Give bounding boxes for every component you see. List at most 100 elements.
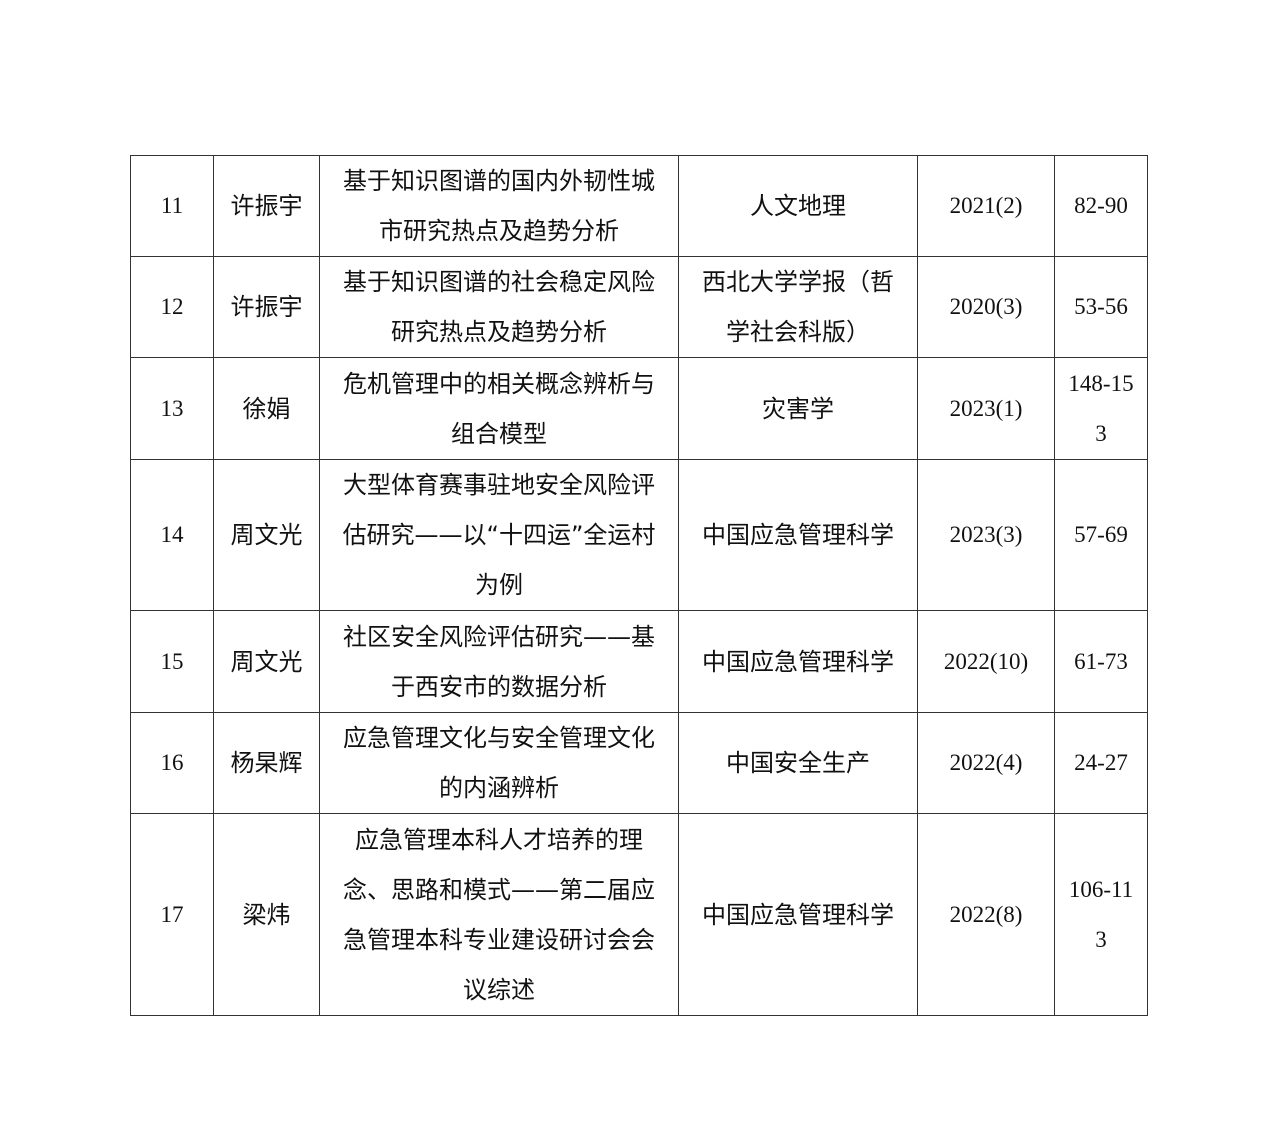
pages: 148-153 [1068, 370, 1134, 446]
journal-line: 中国安全生产 [726, 749, 870, 777]
issue: 2022(4) [949, 750, 1023, 775]
row-number-cell: 11 [130, 155, 214, 257]
title-line: 估研究——以“十四运”全运村 [342, 521, 656, 549]
title-line: 基于知识图谱的国内外韧性城 [343, 167, 655, 195]
pages-cell: 24-27 [1054, 712, 1148, 814]
table-row: 16 杨杲辉 应急管理文化与安全管理文化 的内涵辨析 中国安全生产 2022(4) 24-2… [130, 712, 1148, 814]
issue: 2020(3) [949, 294, 1023, 319]
journal-line: 人文地理 [750, 192, 846, 220]
title-line: 应急管理文化与安全管理文化 [343, 724, 655, 752]
journal-line: 中国应急管理科学 [702, 900, 894, 929]
row-number-cell: 13 [130, 357, 214, 460]
title-line: 的内涵辨析 [439, 774, 559, 802]
journal-cell: 中国应急管理科学 [678, 813, 918, 1016]
pages-cell: 61-73 [1054, 610, 1148, 713]
title-line: 社区安全风险评估研究——基 [343, 622, 655, 651]
author-cell: 许振宇 [213, 155, 320, 257]
author-cell: 杨杲辉 [213, 712, 320, 814]
author: 周文光 [230, 521, 303, 549]
row-number-cell: 15 [130, 610, 214, 713]
title-cell: 社区安全风险评估研究——基 于西安市的数据分析 [319, 610, 679, 713]
title-cell: 危机管理中的相关概念辨析与 组合模型 [319, 357, 679, 460]
author: 徐娟 [242, 394, 291, 423]
pages-cell: 57-69 [1054, 459, 1148, 611]
title-line: 应急管理本科人才培养的理 [355, 825, 643, 854]
title-cell: 基于知识图谱的国内外韧性城 市研究热点及趋势分析 [319, 155, 679, 257]
row-number-cell: 14 [130, 459, 214, 611]
title-line: 急管理本科专业建设研讨会会 [343, 925, 655, 954]
author: 许振宇 [230, 192, 303, 220]
issue: 2022(8) [949, 901, 1023, 927]
title-line: 为例 [475, 571, 523, 599]
issue-cell: 2023(1) [917, 357, 1055, 460]
author: 杨杲辉 [230, 749, 303, 777]
issue-cell: 2022(10) [917, 610, 1055, 713]
title-line: 研究热点及趋势分析 [391, 318, 607, 346]
issue: 2021(2) [949, 193, 1023, 218]
journal-line: 学社会科版） [726, 318, 870, 346]
pages: 53-56 [1074, 294, 1128, 319]
journal-cell: 中国应急管理科学 [678, 610, 918, 713]
row-number: 17 [160, 901, 184, 927]
title-line: 市研究热点及趋势分析 [379, 217, 619, 245]
pages-cell: 53-56 [1054, 256, 1148, 358]
pages: 106-113 [1068, 876, 1134, 952]
pages-cell: 148-153 [1054, 357, 1148, 460]
journal-cell: 灾害学 [678, 357, 918, 460]
pages: 57-69 [1074, 522, 1128, 547]
pages: 61-73 [1074, 648, 1128, 674]
row-number-cell: 17 [130, 813, 214, 1016]
table-row: 11 许振宇 基于知识图谱的国内外韧性城 市研究热点及趋势分析 人文地理 2021(2) 8… [130, 155, 1148, 257]
pages: 82-90 [1074, 193, 1128, 218]
issue: 2023(3) [949, 522, 1023, 547]
issue-cell: 2023(3) [917, 459, 1055, 611]
journal-cell: 人文地理 [678, 155, 918, 257]
row-number: 13 [160, 395, 184, 421]
journal-cell: 中国应急管理科学 [678, 459, 918, 611]
author-cell: 梁炜 [213, 813, 320, 1016]
title-line: 危机管理中的相关概念辨析与 [343, 369, 655, 398]
author-cell: 许振宇 [213, 256, 320, 358]
table-row: 15 周文光 社区安全风险评估研究——基 于西安市的数据分析 中国应急管理科学 2022(… [130, 610, 1148, 713]
author-cell: 徐娟 [213, 357, 320, 460]
journal-line: 中国应急管理科学 [702, 521, 894, 549]
issue-cell: 2021(2) [917, 155, 1055, 257]
title-line: 议综述 [463, 975, 535, 1004]
author: 周文光 [230, 647, 303, 676]
table-row: 13 徐娟 危机管理中的相关概念辨析与 组合模型 灾害学 2023(1) 148-153 [130, 357, 1148, 460]
journal-line: 西北大学学报（哲 [702, 268, 894, 296]
title-line: 念、思路和模式——第二届应 [343, 875, 655, 904]
title-line: 组合模型 [451, 419, 547, 448]
title-line: 大型体育赛事驻地安全风险评 [343, 471, 655, 499]
issue-cell: 2022(4) [917, 712, 1055, 814]
pages: 24-27 [1074, 750, 1128, 775]
journal-cell: 中国安全生产 [678, 712, 918, 814]
author: 许振宇 [230, 293, 303, 321]
issue: 2023(1) [949, 395, 1023, 421]
author-cell: 周文光 [213, 610, 320, 713]
row-number: 16 [160, 750, 184, 775]
row-number-cell: 16 [130, 712, 214, 814]
pages-cell: 106-113 [1054, 813, 1148, 1016]
author-cell: 周文光 [213, 459, 320, 611]
title-cell: 大型体育赛事驻地安全风险评 估研究——以“十四运”全运村 为例 [319, 459, 679, 611]
journal-cell: 西北大学学报（哲 学社会科版） [678, 256, 918, 358]
title-cell: 应急管理本科人才培养的理 念、思路和模式——第二届应 急管理本科专业建设研讨会会 议综… [319, 813, 679, 1016]
title-line: 于西安市的数据分析 [391, 672, 607, 701]
row-number: 14 [160, 522, 184, 547]
issue-cell: 2020(3) [917, 256, 1055, 358]
journal-line: 灾害学 [762, 394, 834, 423]
pages-cell: 82-90 [1054, 155, 1148, 257]
publication-table: 11 许振宇 基于知识图谱的国内外韧性城 市研究热点及趋势分析 人文地理 2021(2) 8… [130, 155, 1148, 1016]
row-number: 15 [160, 648, 184, 674]
title-line: 基于知识图谱的社会稳定风险 [343, 268, 655, 296]
title-cell: 应急管理文化与安全管理文化 的内涵辨析 [319, 712, 679, 814]
table-row: 14 周文光 大型体育赛事驻地安全风险评 估研究——以“十四运”全运村 为例 中国应急管理… [130, 459, 1148, 611]
table-row: 17 梁炜 应急管理本科人才培养的理 念、思路和模式——第二届应 急管理本科专业建设研讨… [130, 813, 1148, 1016]
issue-cell: 2022(8) [917, 813, 1055, 1016]
row-number-cell: 12 [130, 256, 214, 358]
title-cell: 基于知识图谱的社会稳定风险 研究热点及趋势分析 [319, 256, 679, 358]
table-row: 12 许振宇 基于知识图谱的社会稳定风险 研究热点及趋势分析 西北大学学报（哲 学社会科版… [130, 256, 1148, 358]
author: 梁炜 [242, 900, 291, 929]
issue: 2022(10) [943, 648, 1029, 674]
